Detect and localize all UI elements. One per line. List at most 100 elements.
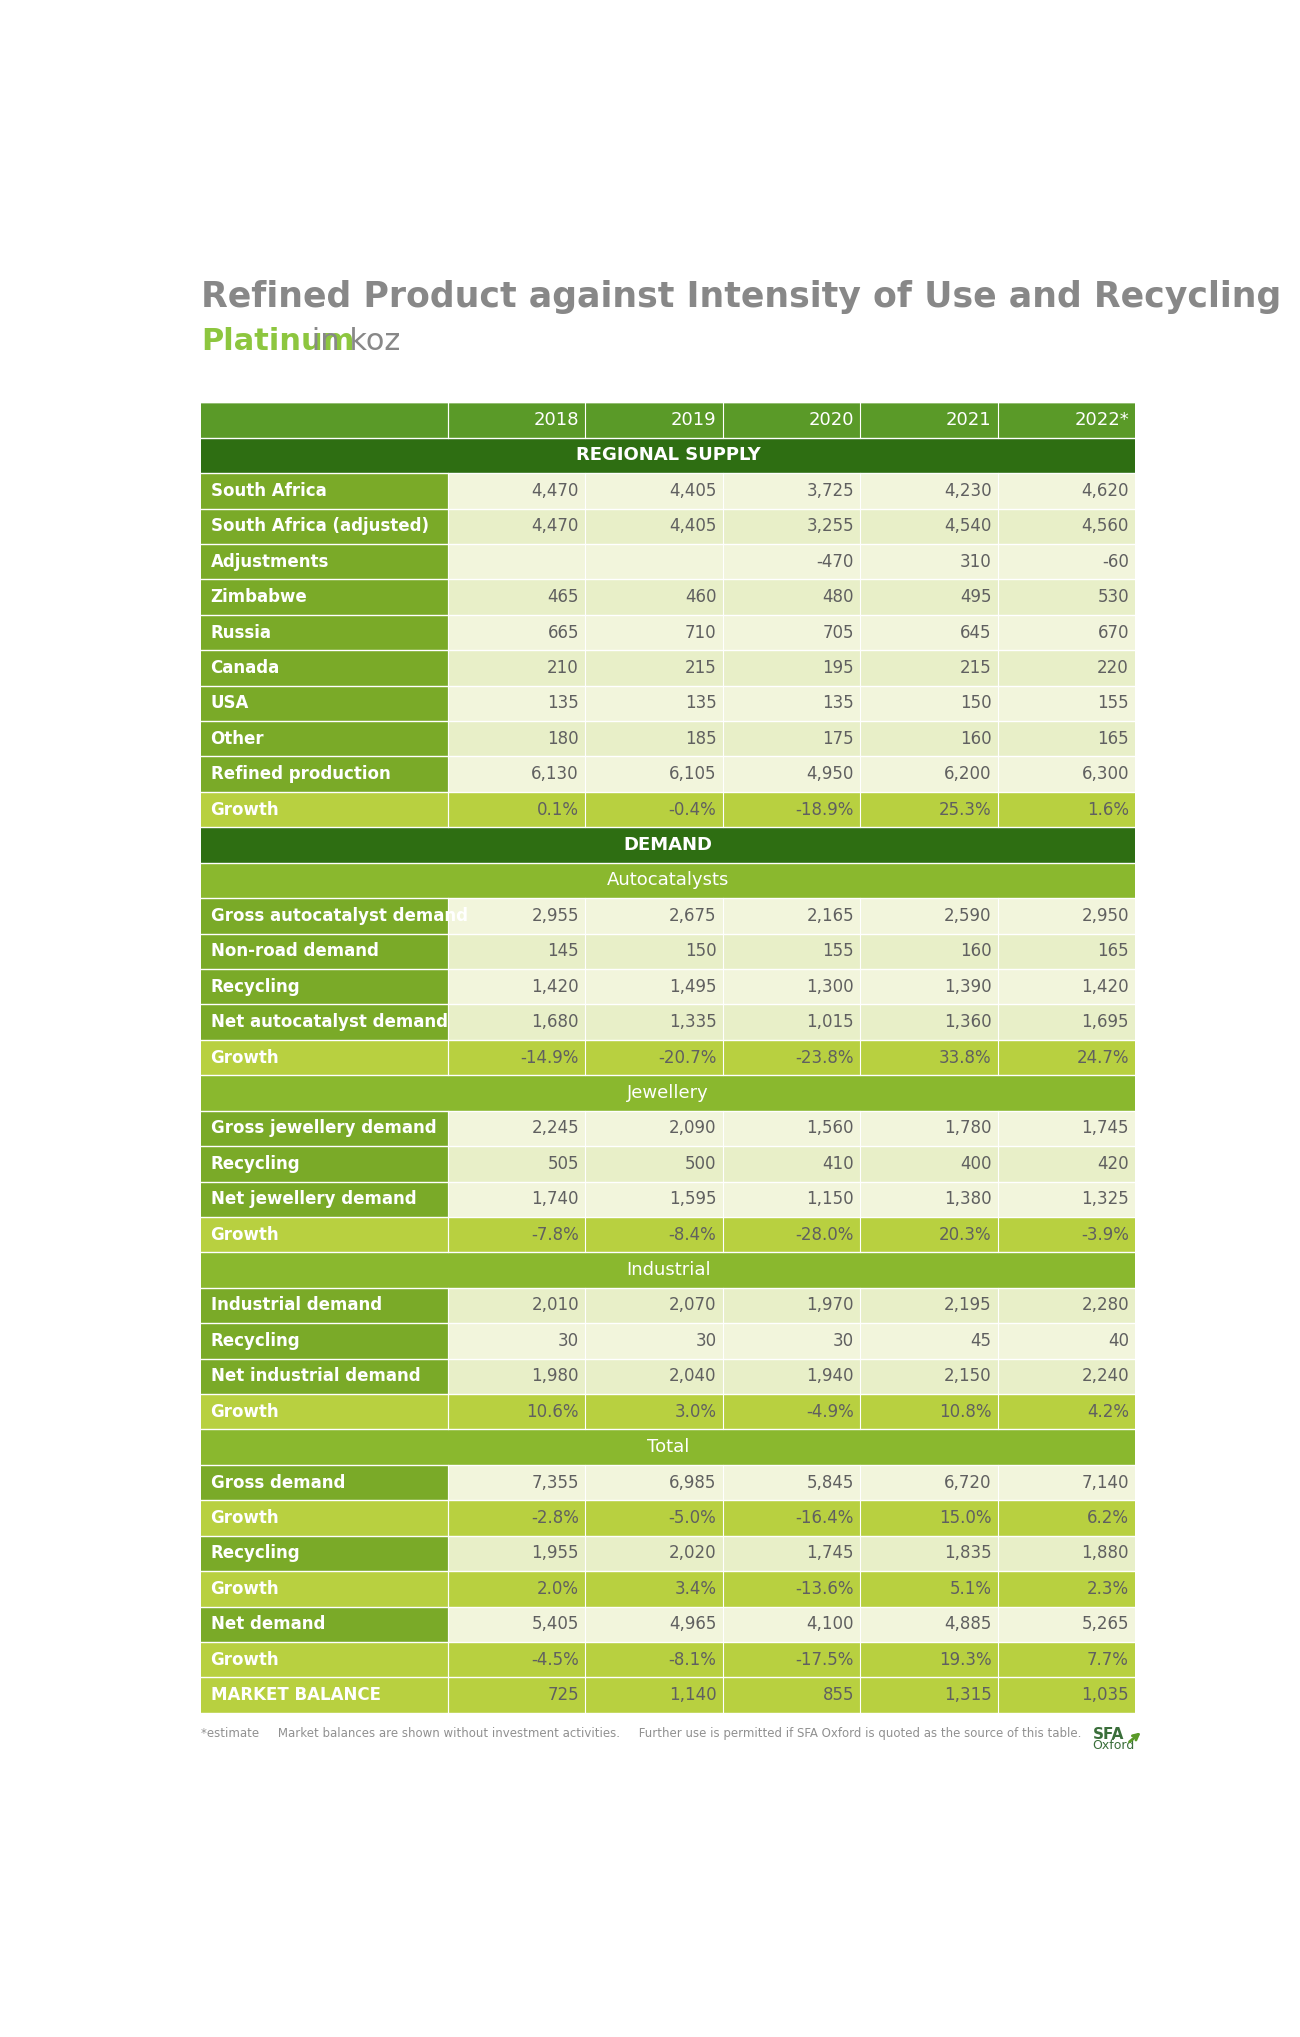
Text: 150: 150 [959, 695, 992, 713]
Bar [447, 756, 585, 792]
Text: Recycling: Recycling [211, 1332, 300, 1351]
Text: 1,695: 1,695 [1082, 1012, 1128, 1031]
Bar [861, 1147, 997, 1181]
Bar [447, 1110, 585, 1147]
Bar [723, 1501, 861, 1536]
Text: 5,845: 5,845 [806, 1473, 854, 1491]
Bar [585, 509, 723, 544]
Bar [861, 1110, 997, 1147]
Bar [585, 756, 723, 792]
Bar [202, 401, 447, 438]
Text: Growth: Growth [211, 1650, 280, 1668]
Text: Net autocatalyst demand: Net autocatalyst demand [211, 1012, 447, 1031]
Bar [585, 1324, 723, 1359]
Text: 2018: 2018 [533, 411, 578, 430]
Text: Gross demand: Gross demand [211, 1473, 344, 1491]
Bar [723, 1536, 861, 1571]
Text: 0.1%: 0.1% [537, 801, 578, 819]
Text: 1,835: 1,835 [944, 1544, 992, 1562]
Text: Other: Other [211, 729, 264, 748]
Text: 185: 185 [685, 729, 716, 748]
Text: 2020: 2020 [809, 411, 854, 430]
Text: 1,680: 1,680 [532, 1012, 578, 1031]
Bar [447, 473, 585, 509]
Bar [202, 438, 1135, 473]
Bar [861, 792, 997, 827]
Bar [723, 1287, 861, 1324]
Text: 4,405: 4,405 [670, 517, 716, 536]
Bar [585, 544, 723, 579]
Text: 500: 500 [685, 1155, 716, 1173]
Bar [202, 792, 447, 827]
Text: 4,230: 4,230 [944, 483, 992, 499]
Text: 135: 135 [685, 695, 716, 713]
Text: -8.1%: -8.1% [668, 1650, 716, 1668]
Bar [997, 1393, 1135, 1430]
Bar [861, 1287, 997, 1324]
Bar [447, 1181, 585, 1216]
Bar [861, 933, 997, 970]
Bar [202, 1536, 447, 1571]
Bar [202, 1393, 447, 1430]
Text: 19.3%: 19.3% [939, 1650, 992, 1668]
Bar [447, 792, 585, 827]
Bar [202, 615, 447, 650]
Bar [997, 509, 1135, 544]
Text: 1,325: 1,325 [1082, 1190, 1128, 1208]
Bar [723, 1004, 861, 1039]
Text: 10.8%: 10.8% [939, 1403, 992, 1420]
Bar [202, 1039, 447, 1076]
Text: -0.4%: -0.4% [668, 801, 716, 819]
Text: Growth: Growth [211, 1581, 280, 1597]
Text: 495: 495 [959, 589, 992, 607]
Bar [202, 686, 447, 721]
Bar [585, 792, 723, 827]
Text: -3.9%: -3.9% [1082, 1226, 1128, 1245]
Bar [202, 1147, 447, 1181]
Text: 4,965: 4,965 [670, 1615, 716, 1634]
Text: 1,940: 1,940 [806, 1367, 854, 1385]
Bar [723, 1571, 861, 1607]
Text: 5,265: 5,265 [1082, 1615, 1128, 1634]
Text: 30: 30 [833, 1332, 854, 1351]
Bar [447, 1004, 585, 1039]
Bar [585, 1465, 723, 1501]
Bar [447, 1465, 585, 1501]
Text: 1,420: 1,420 [1082, 978, 1128, 996]
Bar [997, 544, 1135, 579]
Bar [447, 509, 585, 544]
Text: 1,970: 1,970 [806, 1296, 854, 1314]
Bar [723, 792, 861, 827]
Text: 10.6%: 10.6% [526, 1403, 578, 1420]
Text: 1,335: 1,335 [668, 1012, 716, 1031]
Text: 855: 855 [823, 1687, 854, 1705]
Text: 1,740: 1,740 [532, 1190, 578, 1208]
Text: 2,955: 2,955 [532, 906, 578, 925]
Text: Growth: Growth [211, 1049, 280, 1067]
Bar [585, 1642, 723, 1676]
Bar [202, 970, 447, 1004]
Bar [723, 1642, 861, 1676]
Text: 3,255: 3,255 [806, 517, 854, 536]
Bar [447, 1359, 585, 1393]
Text: Non-road demand: Non-road demand [211, 943, 378, 959]
Bar [447, 579, 585, 615]
Bar [585, 1536, 723, 1571]
Bar [202, 1642, 447, 1676]
Bar [861, 615, 997, 650]
Bar [997, 1324, 1135, 1359]
Text: Growth: Growth [211, 801, 280, 819]
Text: Industrial demand: Industrial demand [211, 1296, 382, 1314]
Text: 40: 40 [1108, 1332, 1128, 1351]
Text: Growth: Growth [211, 1226, 280, 1245]
Bar [585, 1039, 723, 1076]
Text: -20.7%: -20.7% [658, 1049, 716, 1067]
Bar [202, 473, 447, 509]
Text: -2.8%: -2.8% [532, 1509, 578, 1528]
Bar [723, 1147, 861, 1181]
Bar [202, 1076, 1135, 1110]
Text: 4,560: 4,560 [1082, 517, 1128, 536]
Text: 2.3%: 2.3% [1087, 1581, 1128, 1597]
Bar [585, 615, 723, 650]
Bar [861, 1004, 997, 1039]
